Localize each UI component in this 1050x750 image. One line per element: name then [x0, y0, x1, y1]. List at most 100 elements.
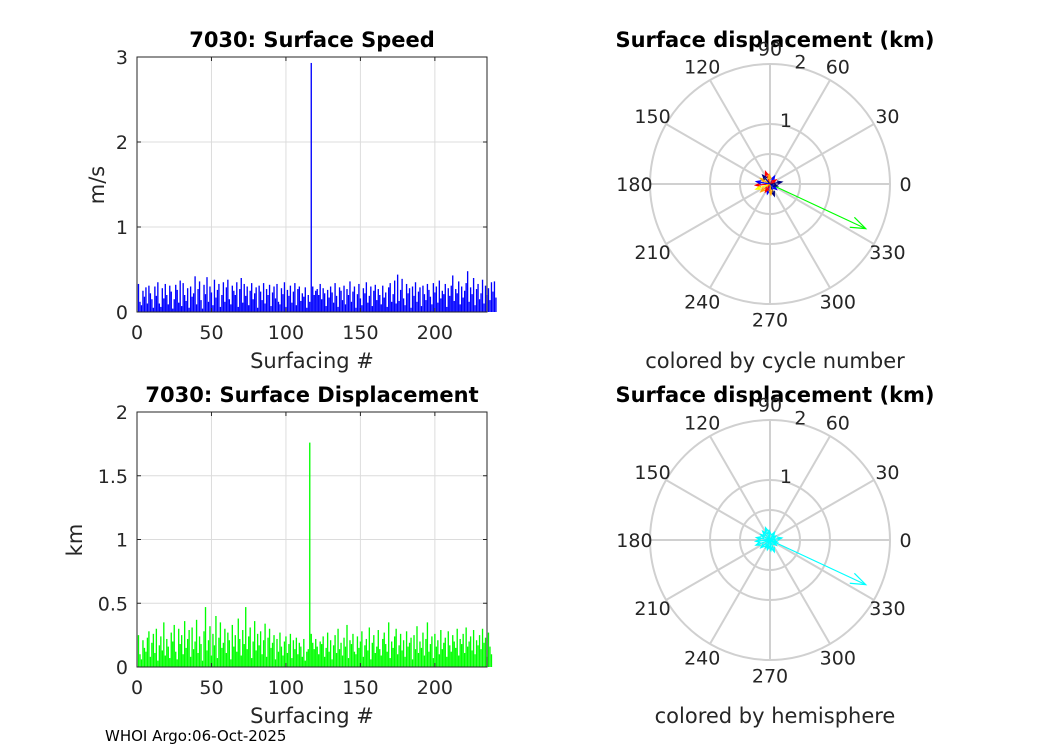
polar-cycle-angle-label: 0 [900, 174, 912, 196]
displacement-bar [270, 647, 272, 667]
displacement-bar [259, 631, 262, 667]
displacement-bar [353, 651, 356, 667]
speed-bar [428, 289, 430, 312]
polar-hemisphere-arrow-shaft [755, 539, 771, 542]
speed-bar [463, 290, 466, 312]
displacement-bar [192, 649, 195, 667]
speed-bar [413, 295, 415, 312]
displacement-bar [143, 647, 146, 667]
displacement-bar [163, 622, 165, 667]
speed-y-tick-label: 0 [116, 302, 128, 324]
displacement-bar [361, 631, 363, 667]
displacement-bar [393, 636, 396, 667]
displacement-bar [236, 651, 238, 667]
displacement-bar [170, 632, 172, 667]
polar-cycle-arrow-head [772, 182, 780, 188]
speed-bar [233, 290, 235, 312]
displacement-bar [420, 647, 423, 667]
displacement-bar [209, 626, 211, 667]
displacement-bar [335, 652, 338, 667]
speed-bar [209, 286, 211, 312]
speed-bar [389, 283, 391, 312]
speed-bar [321, 299, 323, 312]
speed-bar [231, 285, 233, 312]
speed-bar [349, 281, 351, 312]
speed-bar [367, 302, 369, 312]
displacement-bar [456, 628, 458, 667]
speed-bar [186, 288, 189, 312]
displacement-bar [142, 640, 144, 667]
displacement-bar [233, 646, 235, 667]
displacement-bar [425, 638, 427, 667]
speed-bar [326, 289, 329, 312]
polar-hemisphere-arrow-head [768, 545, 773, 553]
speed-bar [228, 299, 231, 312]
displacement-bar [341, 655, 344, 667]
displacement-y-tick-label: 1 [116, 530, 128, 552]
displacement-bar [362, 656, 365, 667]
polar-hemisphere-spoke [665, 479, 771, 541]
displacement-bar [477, 645, 479, 667]
speed-bar [276, 283, 278, 312]
polar-hemisphere-arrow-shaft [769, 539, 772, 551]
displacement-bar [487, 632, 490, 667]
displacement-bar [239, 638, 241, 667]
speed-bar [312, 286, 314, 312]
speed-bar [356, 294, 359, 312]
polar-hemisphere-arrow-shaft [762, 530, 771, 541]
polar-hemisphere-arrow-shaft [760, 534, 771, 541]
speed-bar [401, 278, 403, 312]
displacement-bar [197, 652, 199, 667]
speed-bar [331, 292, 333, 312]
speed-bar [246, 286, 248, 312]
speed-bar [419, 287, 421, 312]
speed-bar [256, 307, 259, 312]
displacement-bar [198, 636, 201, 667]
displacement-bar [195, 619, 198, 667]
speed-bar [297, 289, 299, 312]
polar-cycle-spoke [709, 183, 771, 289]
polar-hemisphere-spoke [709, 539, 771, 645]
speed-bar [224, 301, 226, 312]
displacement-bar [364, 645, 366, 667]
polar-hemisphere-angle-label: 60 [826, 413, 850, 435]
polar-cycle-angle-label: 90 [758, 38, 782, 60]
speed-y-tick-label: 1 [116, 217, 128, 239]
polar-hemisphere-angle-label: 330 [869, 598, 905, 620]
speed-x-axis-label: Surfacing # [250, 349, 374, 373]
speed-bar [429, 296, 432, 312]
displacement-bar [367, 650, 369, 667]
displacement-bar [227, 632, 229, 667]
speed-y-axis-label: m/s [85, 166, 109, 204]
speed-bar [471, 294, 473, 312]
displacement-chart-title: 7030: Surface Displacement [145, 383, 478, 407]
displacement-bar [288, 644, 290, 667]
speed-bar [469, 287, 472, 312]
displacement-x-tick-label: 50 [199, 677, 223, 699]
speed-bar [487, 288, 490, 312]
displacement-bar [462, 633, 464, 667]
polar-hemisphere-angle-label: 240 [684, 647, 720, 669]
displacement-bar [319, 641, 321, 667]
displacement-bar [318, 654, 320, 667]
displacement-bar [392, 647, 394, 667]
speed-y-tick-label: 2 [116, 132, 128, 154]
polar-hemisphere-arrow-shaft [755, 539, 771, 546]
speed-bar [221, 295, 223, 312]
speed-bar [490, 282, 493, 312]
speed-bar [474, 305, 476, 312]
speed-bar [143, 296, 146, 312]
displacement-bar [252, 641, 254, 667]
displacement-bar [379, 649, 381, 667]
speed-bar [371, 306, 373, 312]
speed-bar [420, 306, 423, 312]
speed-bar [182, 283, 184, 312]
speed-bar [200, 300, 202, 312]
displacement-bar [441, 649, 443, 667]
speed-bar [461, 286, 463, 312]
speed-bar [298, 286, 301, 312]
speed-bar [157, 282, 159, 312]
displacement-bar [307, 649, 309, 667]
polar-hemisphere-angle-label: 180 [616, 530, 652, 552]
displacement-bar [480, 649, 482, 667]
